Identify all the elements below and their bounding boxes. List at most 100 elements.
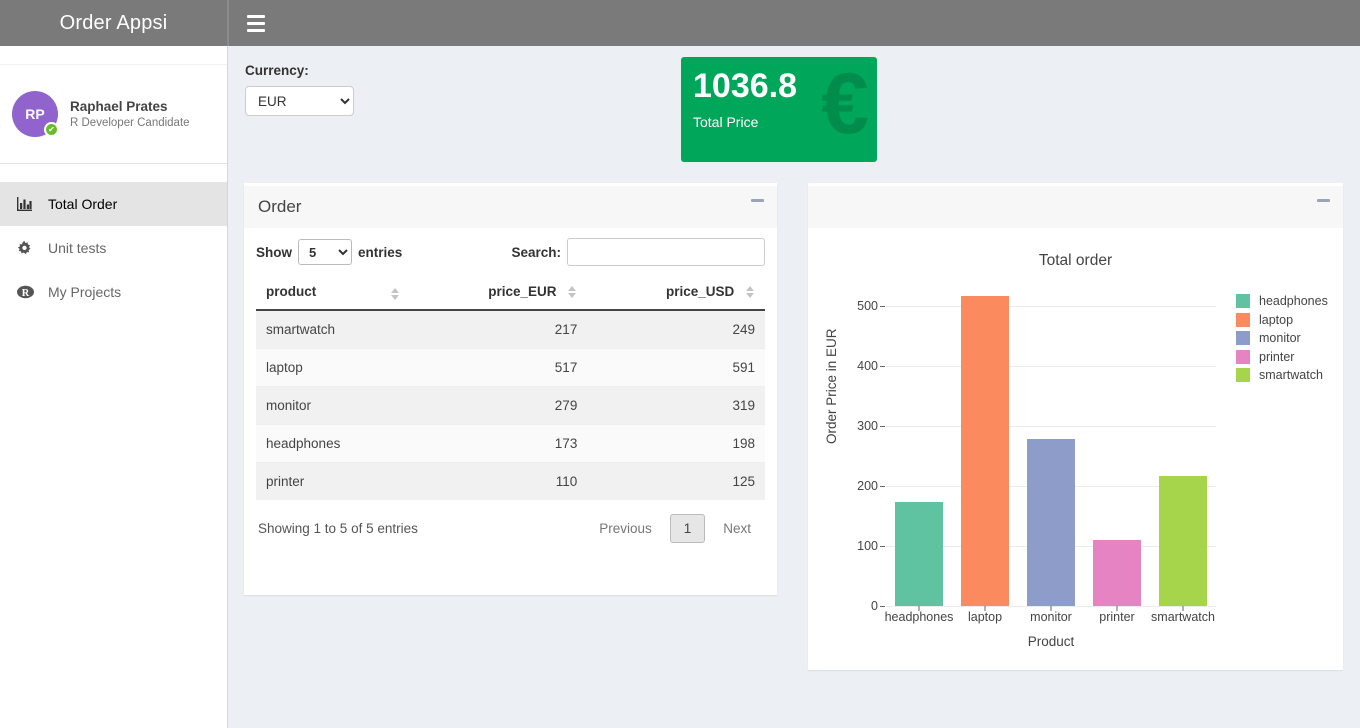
table-cell-price-usd: 249 — [587, 309, 765, 349]
legend-item[interactable]: smartwatch — [1236, 368, 1328, 382]
y-tick-mark — [880, 306, 885, 307]
y-tick-label: 300 — [857, 419, 878, 433]
table-row[interactable]: headphones 173 198 — [256, 424, 765, 463]
table-cell-product: smartwatch — [256, 309, 410, 349]
currency-label: Currency: — [245, 63, 309, 78]
table-row[interactable]: laptop 517 591 — [256, 348, 765, 387]
table-cell-product: printer — [256, 462, 410, 501]
legend-swatch — [1236, 294, 1250, 308]
legend-swatch — [1236, 312, 1250, 327]
legend-swatch — [1236, 368, 1250, 382]
legend-item[interactable]: headphones — [1236, 294, 1328, 308]
order-panel-title: Order — [258, 197, 302, 216]
sidebar-item-my-projects[interactable]: R My Projects — [0, 270, 227, 314]
legend-swatch — [1236, 331, 1250, 345]
svg-text:R: R — [22, 288, 30, 299]
sidebar-item-total-order[interactable]: Total Order — [0, 182, 227, 226]
legend-label: headphones — [1259, 294, 1328, 308]
legend-label: monitor — [1259, 331, 1301, 345]
legend-item[interactable]: monitor — [1236, 331, 1328, 345]
r-logo-icon: R — [17, 285, 41, 299]
table-header-row: product price_EUR price_USD — [256, 276, 765, 312]
avatar-initials: RP — [12, 91, 58, 137]
x-tick-mark — [984, 606, 986, 611]
page-number-button[interactable]: 1 — [669, 514, 706, 544]
x-tick-label: headphones — [884, 610, 954, 624]
y-tick-mark — [880, 606, 885, 607]
app-logo[interactable]: Order Appsi — [0, 0, 228, 46]
table-row[interactable]: printer 110 125 — [256, 462, 765, 501]
column-header-price-eur[interactable]: price_EUR — [409, 276, 588, 312]
table-header: product price_EUR price_USD — [256, 276, 765, 312]
currency-select[interactable]: EURUSD — [245, 86, 354, 116]
chart-panel-body: Total order Order Price in EUR Product 0… — [808, 236, 1343, 649]
user-panel[interactable]: RP ✔ Raphael Prates R Developer Candidat… — [0, 64, 227, 164]
sort-icon — [568, 285, 577, 299]
x-tick-label: printer — [1099, 610, 1135, 624]
sidebar-item-label: Unit tests — [48, 240, 107, 256]
y-tick-mark — [880, 546, 885, 547]
bar-smartwatch[interactable] — [1158, 475, 1208, 606]
next-page-button[interactable]: Next — [723, 521, 751, 537]
table-info: Showing 1 to 5 of 5 entries — [258, 521, 418, 537]
sidebar-item-label: Total Order — [48, 196, 118, 212]
legend-swatch — [1236, 349, 1250, 364]
chart-bars: headphones laptop monitor printer smartwatch — [885, 282, 1216, 624]
table-cell-product: headphones — [256, 424, 410, 463]
sidebar-item-label: My Projects — [48, 284, 122, 300]
table-body: smartwatch 217 249 laptop 517 591 monitor 279 31… — [256, 309, 765, 501]
order-panel: Order Show 5102550100 entries Search: — [244, 183, 777, 595]
entries-per-page-select[interactable]: 5102550100 — [298, 239, 352, 265]
bar-printer[interactable] — [1092, 540, 1142, 606]
table-cell-price-eur: 173 — [409, 424, 588, 463]
chart-panel: Total order Order Price in EUR Product 0… — [808, 183, 1343, 670]
gridline — [886, 366, 1216, 367]
table-row[interactable]: monitor 279 319 — [256, 386, 765, 425]
sidebar-item-unit-tests[interactable]: Unit tests — [0, 226, 227, 270]
euro-icon: € — [821, 57, 869, 152]
y-tick-label: 100 — [857, 539, 878, 553]
x-tick-label: monitor — [1030, 610, 1072, 624]
hamburger-icon[interactable] — [243, 10, 269, 36]
user-name: Raphael Prates — [70, 99, 168, 114]
pagination: Previous 1 Next — [587, 514, 763, 544]
column-header-product[interactable]: product — [256, 276, 410, 312]
minus-icon[interactable] — [1315, 199, 1331, 202]
x-tick-mark — [918, 606, 920, 611]
previous-page-button[interactable]: Previous — [599, 521, 652, 537]
sort-icon — [390, 287, 400, 301]
table-cell-price-eur: 279 — [409, 386, 588, 425]
minus-icon[interactable] — [749, 199, 765, 202]
bar-monitor[interactable] — [1026, 438, 1076, 606]
bar-headphones[interactable] — [894, 502, 944, 606]
hamburger-bar — [247, 21, 265, 25]
table-cell-price-eur: 110 — [409, 462, 588, 501]
x-tick-label: smartwatch — [1151, 610, 1215, 624]
y-tick-mark — [880, 366, 885, 367]
chart-x-axis-label: Product — [1027, 634, 1075, 649]
bar-laptop[interactable] — [960, 295, 1010, 606]
x-tick-mark — [1182, 606, 1184, 611]
bar-slot: monitor — [1018, 282, 1084, 624]
chart-panel-header — [808, 186, 1343, 228]
legend-item[interactable]: printer — [1236, 349, 1328, 364]
column-label: price_EUR — [488, 284, 557, 299]
column-header-price-usd[interactable]: price_USD — [587, 276, 765, 312]
order-panel-header: Order — [244, 186, 777, 228]
hamburger-bar — [247, 28, 265, 32]
order-panel-body: Show 5102550100 entries Search: product — [244, 228, 777, 554]
table-cell-price-eur: 517 — [409, 348, 588, 387]
x-tick-mark — [1116, 606, 1118, 611]
user-role: R Developer Candidate — [70, 117, 190, 129]
table-row[interactable]: smartwatch 217 249 — [256, 309, 765, 349]
legend-item[interactable]: laptop — [1236, 312, 1328, 327]
y-tick-mark — [880, 486, 885, 487]
table-length-control: Show 5102550100 entries — [256, 239, 402, 265]
column-label: price_USD — [665, 284, 735, 299]
total-price-value-box: 1036.8 Total Price € — [681, 57, 877, 162]
table-cell-price-usd: 319 — [587, 386, 765, 425]
search-input[interactable] — [567, 238, 765, 266]
top-header-bar: Order Appsi — [0, 0, 1360, 46]
entries-label: entries — [358, 244, 403, 260]
chart-title: Total order — [1038, 252, 1113, 269]
